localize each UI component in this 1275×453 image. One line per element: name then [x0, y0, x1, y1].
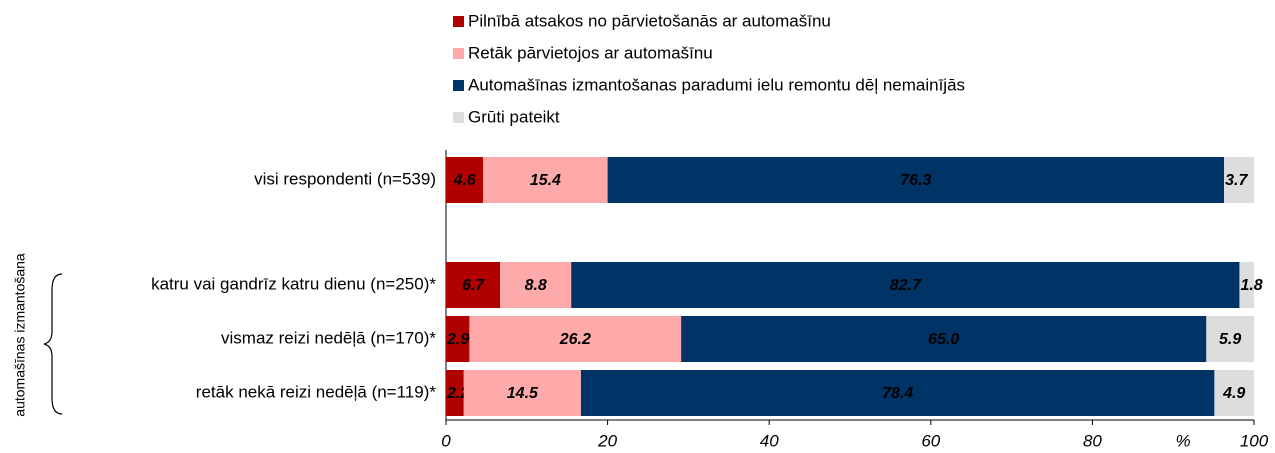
- group-label: automašīnas izmantošana: [12, 253, 28, 417]
- value-label: 4.9: [1222, 385, 1245, 402]
- value-label: 5.9: [1219, 331, 1241, 348]
- value-label: 2.2: [446, 385, 469, 402]
- legend-label: Grūti pateikt: [468, 107, 560, 126]
- bar-segment: [469, 316, 682, 362]
- value-label: 6.7: [462, 277, 485, 294]
- legend-swatch: [453, 80, 464, 91]
- legend-swatch: [453, 48, 464, 59]
- x-tick-label: 0: [441, 431, 451, 450]
- bar-segment: [463, 370, 581, 416]
- value-label: 15.4: [530, 172, 561, 189]
- bar-segment: [1224, 157, 1254, 203]
- x-axis-label: %: [1175, 431, 1190, 450]
- bar-segment: [1206, 316, 1254, 362]
- bar-segment: [446, 157, 484, 203]
- bar-segment: [580, 370, 1215, 416]
- value-label: 3.7: [1225, 172, 1248, 189]
- value-label: 1.8: [1240, 277, 1262, 294]
- x-tick-label: 40: [760, 431, 779, 450]
- x-tick-label: 100: [1240, 431, 1269, 450]
- bar-segment: [1214, 370, 1254, 416]
- legend-label: Automašīnas izmantošanas paradumi ielu r…: [468, 75, 965, 94]
- group-brace: [43, 273, 63, 415]
- value-label: 76.3: [900, 172, 931, 189]
- value-label: 78.4: [882, 385, 913, 402]
- bar-segment: [571, 262, 1240, 308]
- x-tick-label: 60: [921, 431, 940, 450]
- bar-segment: [446, 316, 470, 362]
- bar-segment: [446, 370, 464, 416]
- category-label: visi respondenti (n=539): [254, 169, 436, 188]
- value-label: 82.7: [890, 277, 922, 294]
- x-tick-label: 20: [597, 431, 617, 450]
- value-label: 8.8: [525, 277, 547, 294]
- category-label: katru vai gandrīz katru dienu (n=250)*: [151, 274, 436, 293]
- legend-swatch: [453, 112, 464, 123]
- bar-segment: [681, 316, 1207, 362]
- category-label: vismaz reizi nedēļā (n=170)*: [221, 328, 436, 347]
- bar-segment: [1239, 262, 1254, 308]
- bar-segment: [483, 157, 608, 203]
- x-tick-label: 80: [1083, 431, 1102, 450]
- value-label: 4.6: [452, 172, 475, 189]
- legend-swatch: [453, 16, 464, 27]
- category-label: retāk nekā reizi nedēļā (n=119)*: [196, 382, 437, 401]
- legend-label: Retāk pārvietojos ar automašīnu: [468, 43, 713, 62]
- bar-segment: [500, 262, 572, 308]
- bar-segment: [607, 157, 1225, 203]
- value-label: 2.9: [446, 331, 469, 348]
- legend-label: Pilnībā atsakos no pārvietošanās ar auto…: [468, 11, 831, 30]
- bar-segment: [446, 262, 501, 308]
- value-label: 14.5: [507, 385, 539, 402]
- value-label: 65.0: [928, 331, 959, 348]
- value-label: 26.2: [559, 331, 591, 348]
